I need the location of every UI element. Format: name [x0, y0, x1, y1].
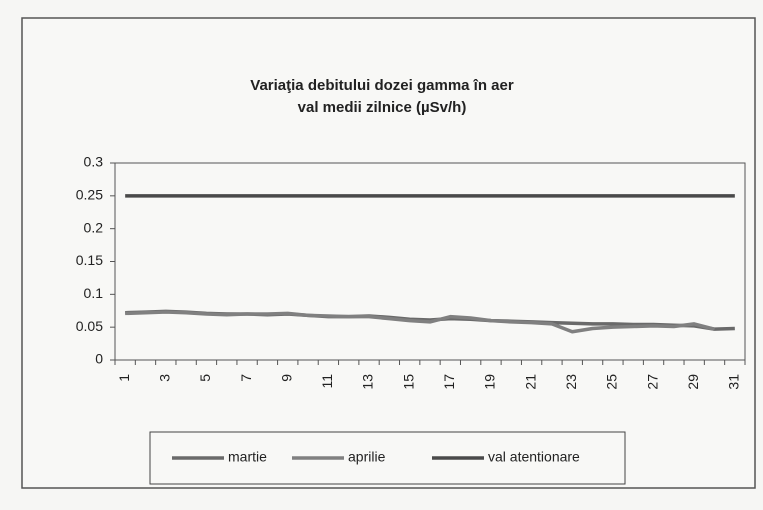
- x-tick-label: 23: [563, 374, 579, 390]
- x-tick-label: 11: [319, 374, 335, 389]
- x-tick-label: 31: [726, 374, 742, 390]
- y-tick-label: 0.3: [84, 154, 104, 170]
- chart-frame: [21, 17, 756, 489]
- x-tick-label: 7: [238, 374, 254, 382]
- legend-label: aprilie: [348, 449, 386, 465]
- chart-title: Variaţia debitului dozei gamma în aer: [250, 77, 514, 94]
- y-tick-label: 0.2: [84, 219, 104, 235]
- series-line: [125, 310, 715, 334]
- x-tick-label: 25: [604, 374, 620, 390]
- y-tick-label: 0.25: [76, 187, 103, 203]
- x-tick-label: 13: [360, 374, 376, 390]
- x-tick-label: 1: [116, 374, 132, 382]
- legend-label: martie: [228, 449, 267, 465]
- x-tick-label: 21: [522, 374, 538, 390]
- legend-label: val atentionare: [488, 449, 580, 465]
- x-tick-label: 5: [197, 374, 213, 382]
- chart-subtitle: val medii zilnice (µSv/h): [298, 99, 467, 116]
- legend-box: [149, 431, 626, 485]
- x-tick-label: 3: [157, 374, 173, 382]
- x-tick-label: 27: [644, 374, 660, 390]
- y-tick-label: 0.15: [76, 252, 103, 268]
- y-tick-label: 0.1: [84, 285, 104, 301]
- x-tick-label: 9: [278, 374, 294, 382]
- y-tick-label: 0.05: [76, 318, 103, 334]
- y-tick-label: 0: [95, 351, 103, 367]
- x-tick-label: 17: [441, 374, 457, 390]
- x-tick-label: 29: [685, 374, 701, 390]
- x-tick-label: 15: [400, 374, 416, 390]
- x-tick-label: 19: [482, 374, 498, 390]
